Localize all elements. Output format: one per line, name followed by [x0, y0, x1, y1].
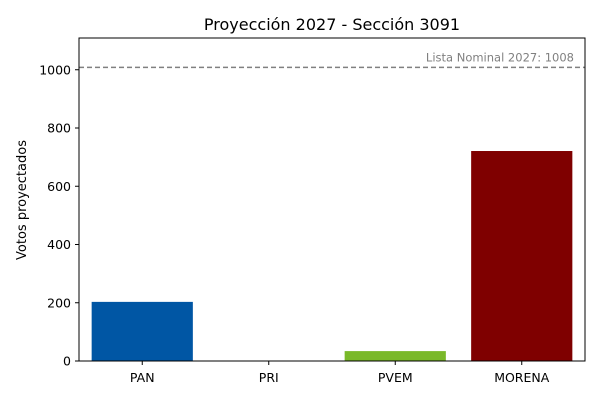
bar-morena — [471, 151, 573, 361]
x-tick-label: MORENA — [494, 370, 550, 385]
plot-area: Lista Nominal 2027: 1008 0 200 400 600 800 100… — [39, 37, 586, 385]
y-tick-label: 200 — [47, 295, 71, 310]
reference-line-label: Lista Nominal 2027: 1008 — [426, 50, 574, 64]
y-tick-label: 1000 — [39, 62, 71, 77]
y-tick-label: 600 — [47, 179, 71, 194]
plot-frame — [78, 37, 586, 362]
y-tick-label: 800 — [47, 121, 71, 136]
y-axis-label: Votos proyectados — [15, 140, 30, 260]
bar-pan — [91, 301, 193, 361]
x-tick-label: PVEM — [378, 370, 413, 385]
chart-title: Proyección 2027 - Sección 3091 — [204, 15, 460, 34]
y-tick-label: 0 — [63, 354, 71, 369]
bar-pvem — [344, 351, 446, 361]
x-tick-label: PAN — [130, 370, 155, 385]
x-tick-label: PRI — [259, 370, 279, 385]
y-tick-label: 400 — [47, 237, 71, 252]
